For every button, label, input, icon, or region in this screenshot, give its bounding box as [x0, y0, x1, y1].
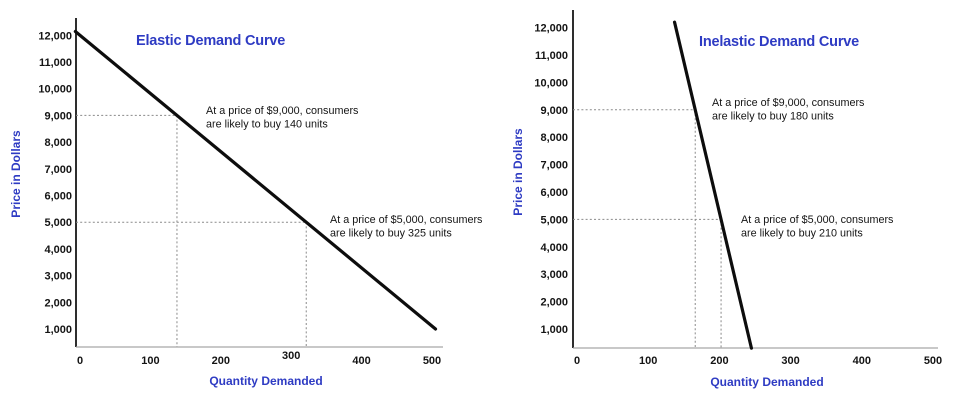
x-axis-label: Quantity Demanded [710, 375, 823, 389]
y-tick-label: 9,000 [540, 105, 568, 117]
demand-curve-line [73, 29, 438, 331]
y-axis-label: Price in Dollars [9, 130, 23, 218]
x-tick-label: 100 [141, 355, 159, 367]
x-tick-label: 200 [710, 355, 728, 367]
x-tick-label: 100 [639, 355, 657, 367]
chart-title: Inelastic Demand Curve [699, 34, 859, 50]
demand-curve-line [672, 20, 754, 350]
x-tick-label: 300 [781, 355, 799, 367]
y-tick-label: 11,000 [39, 57, 72, 69]
chart-title: Elastic Demand Curve [136, 33, 285, 49]
x-tick-label: 500 [924, 355, 942, 367]
y-tick-label: 12,000 [534, 23, 568, 35]
x-tick-label: 500 [423, 355, 441, 367]
annotation-text-line: are likely to buy 325 units [330, 228, 452, 240]
y-tick-label: 1,000 [44, 324, 72, 336]
annotation-text-line: At a price of $5,000, consumers [741, 214, 894, 226]
annotation-text-line: At a price of $9,000, consumers [206, 105, 359, 117]
elastic-demand-chart-canvas: 12,000 11,000 10,000 9,000 8,000 7,000 6,000 5,… [9, 18, 483, 388]
y-tick-label: 2,000 [44, 297, 72, 309]
x-tick-label: 400 [853, 355, 871, 367]
x-tick-label: 300 [282, 350, 300, 362]
annotation-text-line: are likely to buy 140 units [206, 119, 328, 131]
y-tick-label: 4,000 [540, 242, 568, 254]
x-tick-label: 400 [352, 355, 370, 367]
y-tick-label: 6,000 [44, 191, 72, 203]
y-tick-label: 9,000 [44, 110, 72, 122]
elastic-demand-chart: 12,000 11,000 10,000 9,000 8,000 7,000 6,000 5,… [9, 18, 483, 388]
y-tick-label: 10,000 [534, 77, 568, 89]
y-tick-label: 6,000 [540, 187, 568, 199]
x-axis-label: Quantity Demanded [209, 374, 322, 388]
y-tick-label: 7,000 [44, 164, 72, 176]
annotation-text-line: At a price of $9,000, consumers [712, 97, 865, 109]
y-axis-label: Price in Dollars [511, 128, 525, 216]
x-tick-label: 200 [212, 355, 230, 367]
y-tick-label: 3,000 [44, 271, 72, 283]
y-tick-label: 8,000 [44, 137, 72, 149]
y-tick-label: 3,000 [540, 269, 568, 281]
y-tick-label: 8,000 [540, 132, 568, 144]
x-tick-label: 0 [574, 355, 580, 367]
y-tick-label: 2,000 [540, 297, 568, 309]
annotation-text-line: are likely to buy 180 units [712, 111, 834, 123]
y-tick-label: 4,000 [44, 244, 72, 256]
y-tick-label: 10,000 [38, 84, 72, 96]
inelastic-demand-chart: 12,000 11,000 10,000 9,000 8,000 7,000 6,000 5,… [482, 0, 964, 405]
y-tick-label: 12,000 [38, 30, 72, 42]
y-tick-label: 5,000 [44, 217, 72, 229]
y-tick-label: 5,000 [540, 214, 568, 226]
inelastic-demand-chart-canvas: 12,000 11,000 10,000 9,000 8,000 7,000 6,000 5,… [511, 10, 942, 389]
annotation-text-line: are likely to buy 210 units [741, 228, 863, 240]
y-tick-label: 1,000 [540, 324, 568, 336]
x-tick-label: 0 [77, 355, 83, 367]
y-tick-label: 11,000 [535, 50, 568, 62]
annotation-text-line: At a price of $5,000, consumers [330, 214, 483, 226]
y-tick-label: 7,000 [540, 160, 568, 172]
